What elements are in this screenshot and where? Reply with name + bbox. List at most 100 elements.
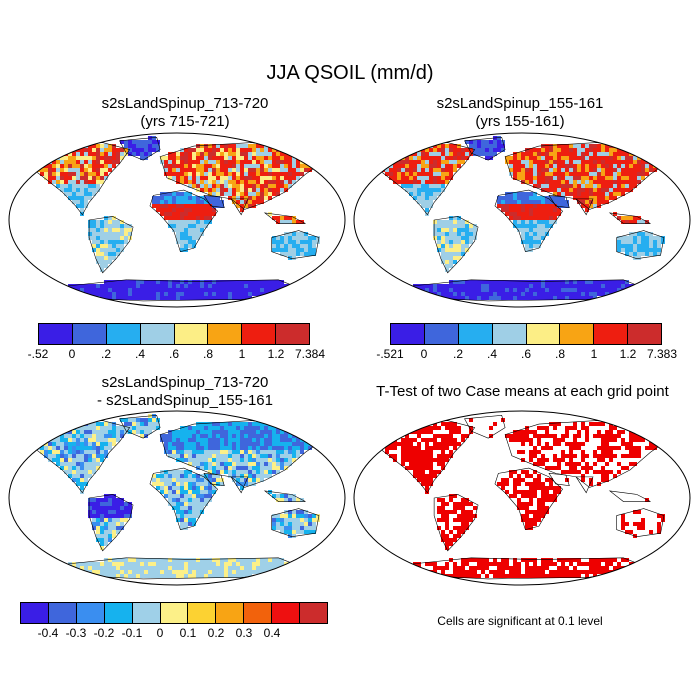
colorbar-swatch: [106, 324, 141, 344]
coastline-india: [230, 198, 249, 216]
coastline-australia: [271, 508, 320, 538]
colorbar-swatch: [242, 324, 277, 344]
colorbar-tick-label: 7.383: [646, 347, 678, 361]
colorbar-tick-label: 0.3: [235, 626, 253, 640]
colorbar-swatch: [48, 603, 77, 623]
coastline-seasia: [608, 212, 651, 224]
coastline-samerica: [433, 494, 479, 552]
colorbar-tick-label: -0.2: [93, 626, 115, 640]
panel-title-bottom-right: T-Test of two Case means at each grid po…: [350, 383, 695, 401]
colorbar-swatch: [424, 324, 459, 344]
coastline-australia: [616, 508, 665, 538]
colorbar-tick-label: .4: [486, 347, 498, 361]
colorbar-tick-label: 1: [590, 347, 598, 361]
coastline-arabia: [203, 472, 225, 487]
coastline-india: [575, 476, 594, 494]
coastline-seasia: [608, 490, 651, 502]
coastline-namerica: [27, 142, 131, 216]
panel-title-bottom-left-line2: - s2sLandSpinup_155-161: [97, 392, 273, 409]
map-border: [8, 132, 346, 308]
colorbar-swatch: [458, 324, 493, 344]
coastline-india: [230, 476, 249, 494]
colorbar-tick-label: .8: [554, 347, 566, 361]
colorbar-swatch: [140, 324, 175, 344]
colorbar-tick-label: -0.4: [37, 626, 59, 640]
coastline-namerica: [27, 420, 131, 494]
coastline-seasia: [263, 490, 306, 502]
map-top-left: [8, 132, 346, 308]
colorbar-swatch: [560, 324, 595, 344]
colorbar-swatch: [76, 603, 105, 623]
colorbar-tick-label: 0: [420, 347, 428, 361]
colorbar-tick-label: 1.2: [619, 347, 637, 361]
colorbar-tick-label: 1: [238, 347, 246, 361]
colorbar-top-right: [390, 323, 662, 345]
colorbar-swatch: [300, 603, 327, 623]
colorbar-tick-label: 1.2: [267, 347, 285, 361]
panel-title-bottom-left-line1: s2sLandSpinup_713-720: [101, 374, 269, 391]
colorbar-bottom-left: [20, 602, 328, 624]
colorbar-swatch: [526, 324, 561, 344]
map-land-cells: [27, 414, 327, 580]
coastline-samerica: [88, 216, 134, 274]
colorbar-tick-label: 0.4: [263, 626, 281, 640]
colorbar-tick-label: .2: [452, 347, 464, 361]
colorbar-top-left: [38, 323, 310, 345]
panel-title-top-left-line1: s2sLandSpinup_713-720: [101, 95, 269, 112]
coastline-arabia: [548, 472, 570, 487]
colorbar-swatch: [208, 324, 243, 344]
colorbar-swatch: [276, 324, 309, 344]
map-bottom-right: [353, 410, 691, 586]
colorbar-swatch: [132, 603, 161, 623]
coastline-greenland: [119, 414, 161, 439]
coastline-namerica: [372, 420, 476, 494]
significance-note: Cells are significant at 0.1 level: [437, 614, 603, 628]
map-bottom-left: [8, 410, 346, 586]
panel-title-top-left: s2sLandSpinup_713-720 (yrs 715-721): [20, 95, 350, 131]
colorbar-tick-label: 0: [68, 347, 76, 361]
colorbar-tick-label: -0.3: [65, 626, 87, 640]
colorbar-tick-label: -.521: [376, 347, 404, 361]
panel-title-bottom-right-line1: T-Test of two Case means at each grid po…: [376, 383, 669, 400]
colorbar-swatch: [492, 324, 527, 344]
colorbar-tick-label: -.52: [27, 347, 49, 361]
colorbar-swatch: [594, 324, 629, 344]
coastline-samerica: [88, 494, 134, 552]
coastline-africa: [149, 189, 218, 253]
coastline-africa: [494, 189, 563, 253]
colorbar-swatch: [188, 603, 217, 623]
coastline-arabia: [548, 194, 570, 209]
colorbar-tick-label: -0.1: [121, 626, 143, 640]
coastline-seasia: [263, 212, 306, 224]
colorbar-tick-label: 0.2: [207, 626, 225, 640]
colorbar-tick-label: .6: [520, 347, 532, 361]
colorbar-tick-label: 0.1: [179, 626, 197, 640]
panel-title-top-right-line2: (yrs 155-161): [475, 113, 565, 130]
colorbar-tick-label: .2: [100, 347, 112, 361]
colorbar-swatch: [216, 603, 245, 623]
colorbar-swatch: [272, 603, 301, 623]
map-border: [353, 410, 691, 586]
figure-title: JJA QSOIL (mm/d): [266, 62, 434, 84]
colorbar-swatch: [104, 603, 133, 623]
map-border: [8, 410, 346, 586]
colorbar-swatch: [21, 603, 49, 623]
map-border: [353, 132, 691, 308]
colorbar-swatch: [391, 324, 425, 344]
colorbar-tick-label: 7.384: [294, 347, 326, 361]
panel-title-bottom-left: s2sLandSpinup_713-720 - s2sLandSpinup_15…: [20, 374, 350, 410]
colorbar-swatch: [72, 324, 107, 344]
coastline-samerica: [433, 216, 479, 274]
colorbar-tick-label: 0: [156, 626, 164, 640]
coastline-greenland: [119, 136, 161, 161]
colorbar-tick-label: .4: [134, 347, 146, 361]
colorbar-tick-label: .6: [168, 347, 180, 361]
panel-title-top-left-line2: (yrs 715-721): [140, 113, 230, 130]
coastline-namerica: [372, 142, 476, 216]
colorbar-top-right-ticks: -.521 0 .2 .4 .6 .8 1 1.2 7.383: [376, 347, 677, 361]
coastline-india: [575, 198, 594, 216]
map-top-right: [353, 132, 691, 308]
colorbar-bottom-left-ticks: -0.4 -0.3 -0.2 -0.1 0 0.1 0.2 0.3 0.4: [20, 626, 328, 640]
coastline-greenland: [464, 414, 506, 439]
colorbar-swatch: [160, 603, 189, 623]
